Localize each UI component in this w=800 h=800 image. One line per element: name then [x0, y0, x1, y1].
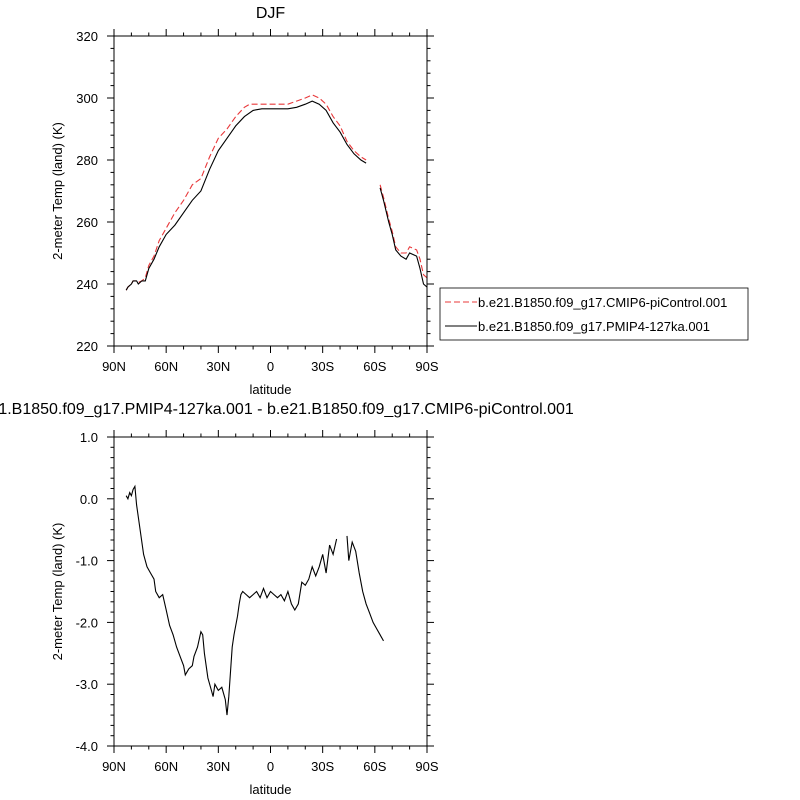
x-tick-label: 90N [102, 359, 126, 374]
series-1 [125, 100, 427, 291]
x-tick-label: 0 [267, 359, 274, 374]
y-tick-label: 220 [76, 339, 98, 354]
legend-label-0: b.e21.B1850.f09_g17.CMIP6-piControl.001 [478, 295, 727, 310]
series-0-line-0 [125, 94, 367, 291]
plot-frame [113, 35, 428, 347]
legend: b.e21.B1850.f09_g17.CMIP6-piControl.001b… [439, 287, 749, 341]
x-tick-label: 60S [363, 359, 386, 374]
y-tick-label: 320 [76, 29, 98, 44]
legend-box [439, 287, 749, 341]
y-axis-label: 2-meter Temp (land) (K) [50, 523, 65, 661]
y-tick-label: 260 [76, 215, 98, 230]
x-tick-label: 60N [154, 759, 178, 774]
x-tick-label: 60N [154, 359, 178, 374]
difference-panel: b.e21.B1850.f09_g17.PMIP4-127ka.001 - b.… [0, 401, 574, 797]
y-tick-label: 280 [76, 153, 98, 168]
x-axis-label: latitude [250, 382, 292, 397]
legend-label-1: b.e21.B1850.f09_g17.PMIP4-127ka.001 [478, 319, 710, 334]
series-0-line-0 [125, 484, 338, 716]
y-tick-label: -1.0 [76, 554, 98, 569]
x-tick-label: 90S [415, 759, 438, 774]
series-0-line-1 [379, 184, 427, 279]
x-tick-label: 90N [102, 759, 126, 774]
y-tick-label: -3.0 [76, 677, 98, 692]
x-tick-label: 30S [311, 359, 334, 374]
x-tick-label: 90S [415, 359, 438, 374]
series-1-line-1 [379, 187, 427, 288]
y-tick-label: 0.0 [80, 492, 98, 507]
x-tick-label: 30N [206, 759, 230, 774]
y-tick-label: -4.0 [76, 739, 98, 754]
chart-title: DJF [256, 5, 286, 22]
x-tick-label: 60S [363, 759, 386, 774]
y-tick-label: 300 [76, 91, 98, 106]
temperature-panel: DJF 220 240 260 280 300 320 90N 60N 30N 0 30S 60S 90S… [50, 5, 749, 397]
series-0-line-1 [346, 535, 384, 642]
x-axis-label: latitude [250, 782, 292, 797]
x-tick-label: 30S [311, 759, 334, 774]
y-tick-label: -2.0 [76, 615, 98, 630]
chart-title: b.e21.B1850.f09_g17.PMIP4-127ka.001 - b.… [0, 401, 574, 418]
y-tick-label: 1.0 [80, 430, 98, 445]
x-tick-label: 0 [267, 759, 274, 774]
series-1-line-0 [125, 100, 367, 291]
y-tick-label: 240 [76, 277, 98, 292]
y-axis-label: 2-meter Temp (land) (K) [50, 122, 65, 260]
series-0 [125, 484, 384, 716]
x-tick-label: 30N [206, 359, 230, 374]
